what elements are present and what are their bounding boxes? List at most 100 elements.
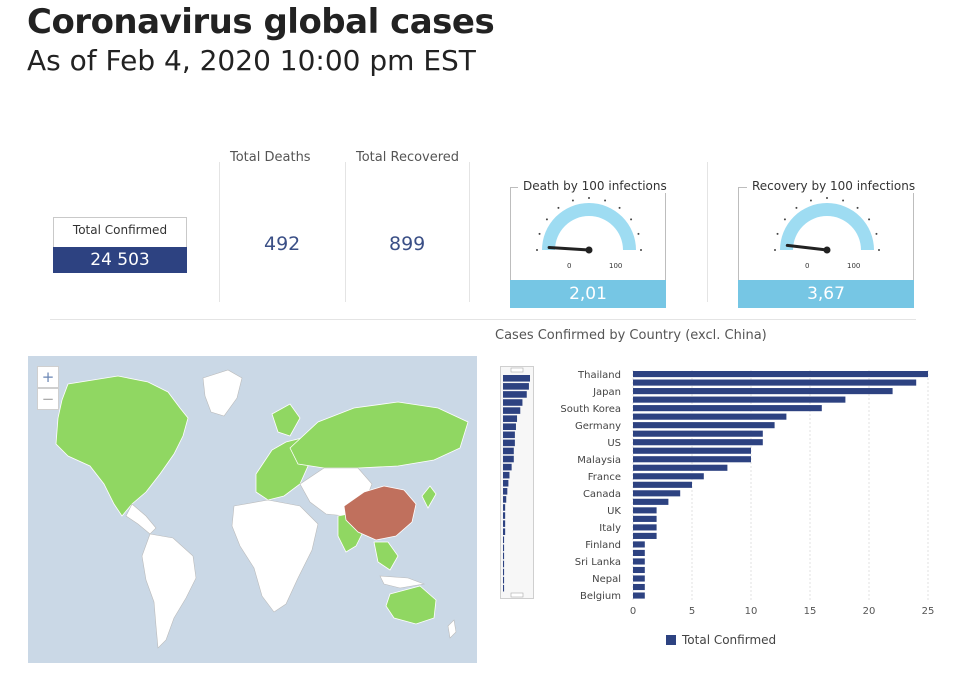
bar	[633, 396, 846, 403]
navigator-bar	[503, 536, 505, 544]
navigator-bar	[503, 544, 505, 552]
total-deaths-value: 492	[264, 233, 301, 255]
navigator-bar	[503, 512, 506, 519]
navigator-bar	[503, 431, 515, 439]
kpi-divider	[345, 162, 346, 302]
china-region	[343, 485, 417, 541]
gauge-needle	[547, 245, 591, 252]
bar	[633, 524, 657, 531]
bar	[633, 583, 645, 591]
navigator-bar	[503, 496, 507, 503]
x-tick-label: 0	[630, 606, 636, 617]
japan-region	[421, 485, 437, 509]
category-label: US	[607, 438, 621, 449]
recovery-gauge-card: Recovery by 100 infections 0 100	[738, 179, 921, 281]
category-label: UK	[607, 506, 621, 517]
recovery-gauge-min: 0	[805, 262, 809, 270]
bar	[633, 371, 928, 378]
navigator-preview	[503, 367, 530, 598]
category-label: Malaysia	[577, 455, 621, 466]
recovery-gauge-value: 3,67	[738, 280, 914, 308]
navigator-bar	[503, 407, 521, 414]
bar	[633, 456, 751, 463]
x-tick-label: 5	[689, 606, 695, 617]
legend-label: Total Confirmed	[682, 633, 777, 647]
zoom-out-button[interactable]: −	[37, 388, 59, 410]
bar	[633, 422, 775, 429]
death-gauge-value: 2,01	[510, 280, 666, 308]
category-label: Japan	[592, 387, 621, 398]
zoom-in-button[interactable]: +	[37, 366, 59, 388]
indonesia-region	[379, 575, 426, 589]
navigator-bar	[503, 552, 505, 560]
bar	[633, 439, 763, 446]
bar	[633, 490, 681, 497]
bar	[633, 549, 645, 557]
scandinavia-region	[271, 403, 301, 437]
category-label: Sri Lanka	[575, 557, 621, 568]
bar	[633, 558, 645, 565]
world-map[interactable]: + −	[28, 356, 477, 663]
australia-region	[385, 585, 437, 625]
total-deaths-label: Total Deaths	[230, 150, 311, 165]
x-tick-label: 10	[745, 606, 758, 617]
bar	[633, 447, 751, 454]
chart-navigator[interactable]	[500, 366, 534, 599]
navigator-bar	[503, 584, 505, 592]
bar-chart: 0 5 10 15 20 25 Thailand Japan South Korea German…	[560, 370, 934, 617]
chart-title: Cases Confirmed by Country (excl. China)	[495, 328, 767, 343]
recovery-gauge-icon: 0 100	[774, 197, 880, 270]
gauge-tick	[878, 249, 880, 251]
category-label: Nepal	[592, 574, 621, 585]
central-america-region	[125, 503, 157, 535]
legend-swatch	[666, 635, 676, 645]
gauge-tick	[795, 206, 798, 209]
navigator-bar	[503, 576, 505, 584]
gauge-tick	[809, 199, 812, 202]
bar	[633, 498, 669, 505]
navigator-handle-top	[510, 367, 524, 373]
russia-region	[289, 401, 469, 469]
page-title: Coronavirus global cases	[27, 2, 495, 42]
navigator-bar	[503, 383, 529, 390]
navigator-bar	[503, 399, 523, 406]
bar	[633, 592, 645, 599]
navigator-bar	[503, 447, 514, 455]
death-gauge-max: 100	[609, 262, 622, 270]
bar	[633, 430, 763, 437]
bar	[633, 413, 787, 420]
north-america-region	[55, 375, 189, 517]
total-confirmed-card: Total Confirmed 24 503	[53, 217, 187, 273]
bar	[633, 379, 917, 386]
navigator-bar	[503, 479, 509, 487]
section-divider	[50, 319, 916, 320]
southeast-asia-region	[373, 541, 399, 571]
total-recovered-value: 899	[389, 233, 426, 255]
gauge-tick	[783, 218, 786, 221]
navigator-bar	[503, 375, 530, 382]
bar	[633, 507, 657, 514]
gauge-tick	[868, 218, 871, 221]
gauge-tick	[604, 199, 607, 202]
navigator-bar	[503, 504, 506, 511]
bar	[633, 566, 645, 574]
gauge-tick	[875, 232, 878, 235]
greenland-region	[202, 369, 243, 417]
africa-region	[231, 499, 319, 613]
navigator-bar	[503, 439, 515, 447]
navigator-bar	[503, 568, 505, 576]
chart-legend[interactable]: Total Confirmed	[666, 633, 776, 647]
gauge-tick	[640, 249, 642, 251]
recovery-gauge-title: Recovery by 100 infections	[747, 179, 921, 193]
bar	[633, 473, 704, 480]
gauge-tick	[637, 232, 640, 235]
category-label: Germany	[575, 421, 621, 432]
bar	[633, 388, 893, 395]
navigator-bar	[503, 463, 512, 471]
gauge-tick	[856, 206, 859, 209]
recovery-gauge-max: 100	[847, 262, 860, 270]
gauge-tick	[826, 197, 828, 199]
category-label: Canada	[583, 489, 621, 500]
gauge-tick	[538, 232, 541, 235]
category-label: Finland	[585, 540, 621, 551]
